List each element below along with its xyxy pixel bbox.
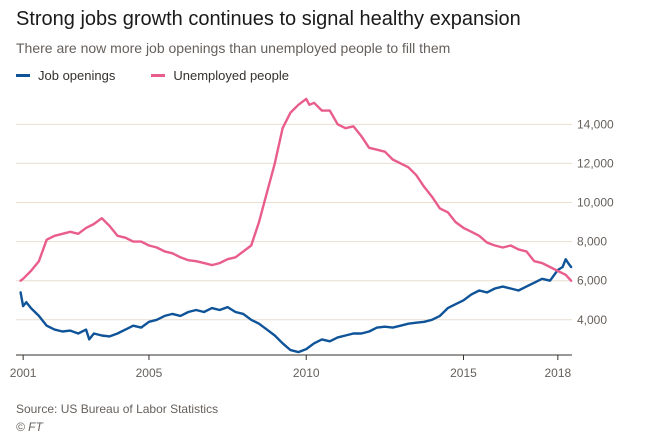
x-tick-label: 2015 bbox=[450, 366, 477, 380]
y-tick-label: 14,000 bbox=[577, 117, 614, 131]
credit-note: © FT bbox=[16, 420, 43, 434]
chart-legend: Job openings Unemployed people bbox=[16, 68, 325, 83]
series-line-unemployed bbox=[19, 97, 573, 282]
x-tick-label: 2005 bbox=[136, 366, 163, 380]
y-tick-label: 4,000 bbox=[577, 313, 607, 327]
y-tick-label: 12,000 bbox=[577, 156, 614, 170]
series-line-job-openings bbox=[19, 258, 573, 354]
source-note: Source: US Bureau of Labor Statistics bbox=[16, 402, 219, 416]
legend-label-unemployed: Unemployed people bbox=[173, 68, 289, 83]
legend-item-job-openings: Job openings bbox=[16, 68, 115, 83]
y-tick-label: 10,000 bbox=[577, 196, 614, 210]
x-tick-label: 2018 bbox=[544, 366, 571, 380]
legend-label-job-openings: Job openings bbox=[38, 68, 116, 83]
y-tick-label: 8,000 bbox=[577, 235, 607, 249]
x-tick-label: 2001 bbox=[10, 366, 37, 380]
legend-swatch-unemployed bbox=[151, 74, 166, 77]
legend-swatch-job-openings bbox=[16, 74, 30, 77]
chart-subtitle: There are now more job openings than une… bbox=[16, 40, 451, 56]
y-tick-label: 6,000 bbox=[577, 274, 607, 288]
line-chart: 4,000 6,000 8,000 10,000 12,000 14,000 2001 200… bbox=[10, 97, 614, 380]
x-tick-label: 2010 bbox=[293, 366, 320, 380]
chart-title: Strong jobs growth continues to signal h… bbox=[16, 8, 521, 30]
legend-item-unemployed: Unemployed people bbox=[151, 68, 289, 83]
